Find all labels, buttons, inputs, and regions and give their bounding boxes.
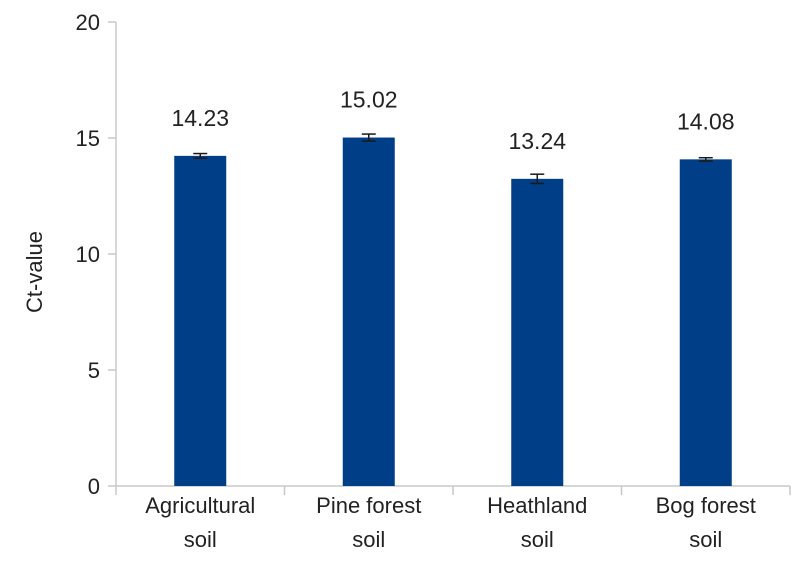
x-tick-label: Bog forest soil — [656, 493, 756, 552]
x-tick-label: Pine forest soil — [316, 493, 421, 552]
x-tick-label-line: soil — [352, 527, 385, 552]
y-tick-label: 15 — [76, 126, 100, 151]
data-label: 13.24 — [508, 128, 566, 154]
x-tick-label-line: soil — [689, 527, 722, 552]
y-tick-label: 10 — [76, 242, 100, 267]
data-label: 15.02 — [340, 87, 398, 113]
y-tick-label: 20 — [76, 10, 100, 35]
x-tick-label: Agricultural soil — [145, 493, 255, 552]
x-tick-label: Heathland soil — [487, 493, 587, 552]
y-tick-label: 5 — [88, 358, 100, 383]
axes: 0 5 10 15 20 — [76, 10, 791, 499]
x-tick-label-line: soil — [184, 527, 217, 552]
x-tick-label-line: soil — [521, 527, 554, 552]
x-tick-label-line: Pine forest — [316, 493, 421, 518]
labels: 14.23 Agricultural soil 15.02 Pine forest soi… — [145, 87, 756, 552]
bar — [342, 137, 395, 486]
data-label: 14.23 — [171, 105, 229, 131]
bar — [174, 155, 227, 486]
data-label: 14.08 — [677, 108, 735, 134]
y-tick-label: 0 — [88, 474, 100, 499]
x-tick-label-line: Heathland — [487, 493, 587, 518]
x-tick-label-line: Bog forest — [656, 493, 756, 518]
bars — [174, 133, 732, 486]
bar — [511, 178, 564, 486]
bar — [679, 159, 732, 486]
y-axis-title: Ct-value — [22, 231, 47, 313]
x-tick-label-line: Agricultural — [145, 493, 255, 518]
